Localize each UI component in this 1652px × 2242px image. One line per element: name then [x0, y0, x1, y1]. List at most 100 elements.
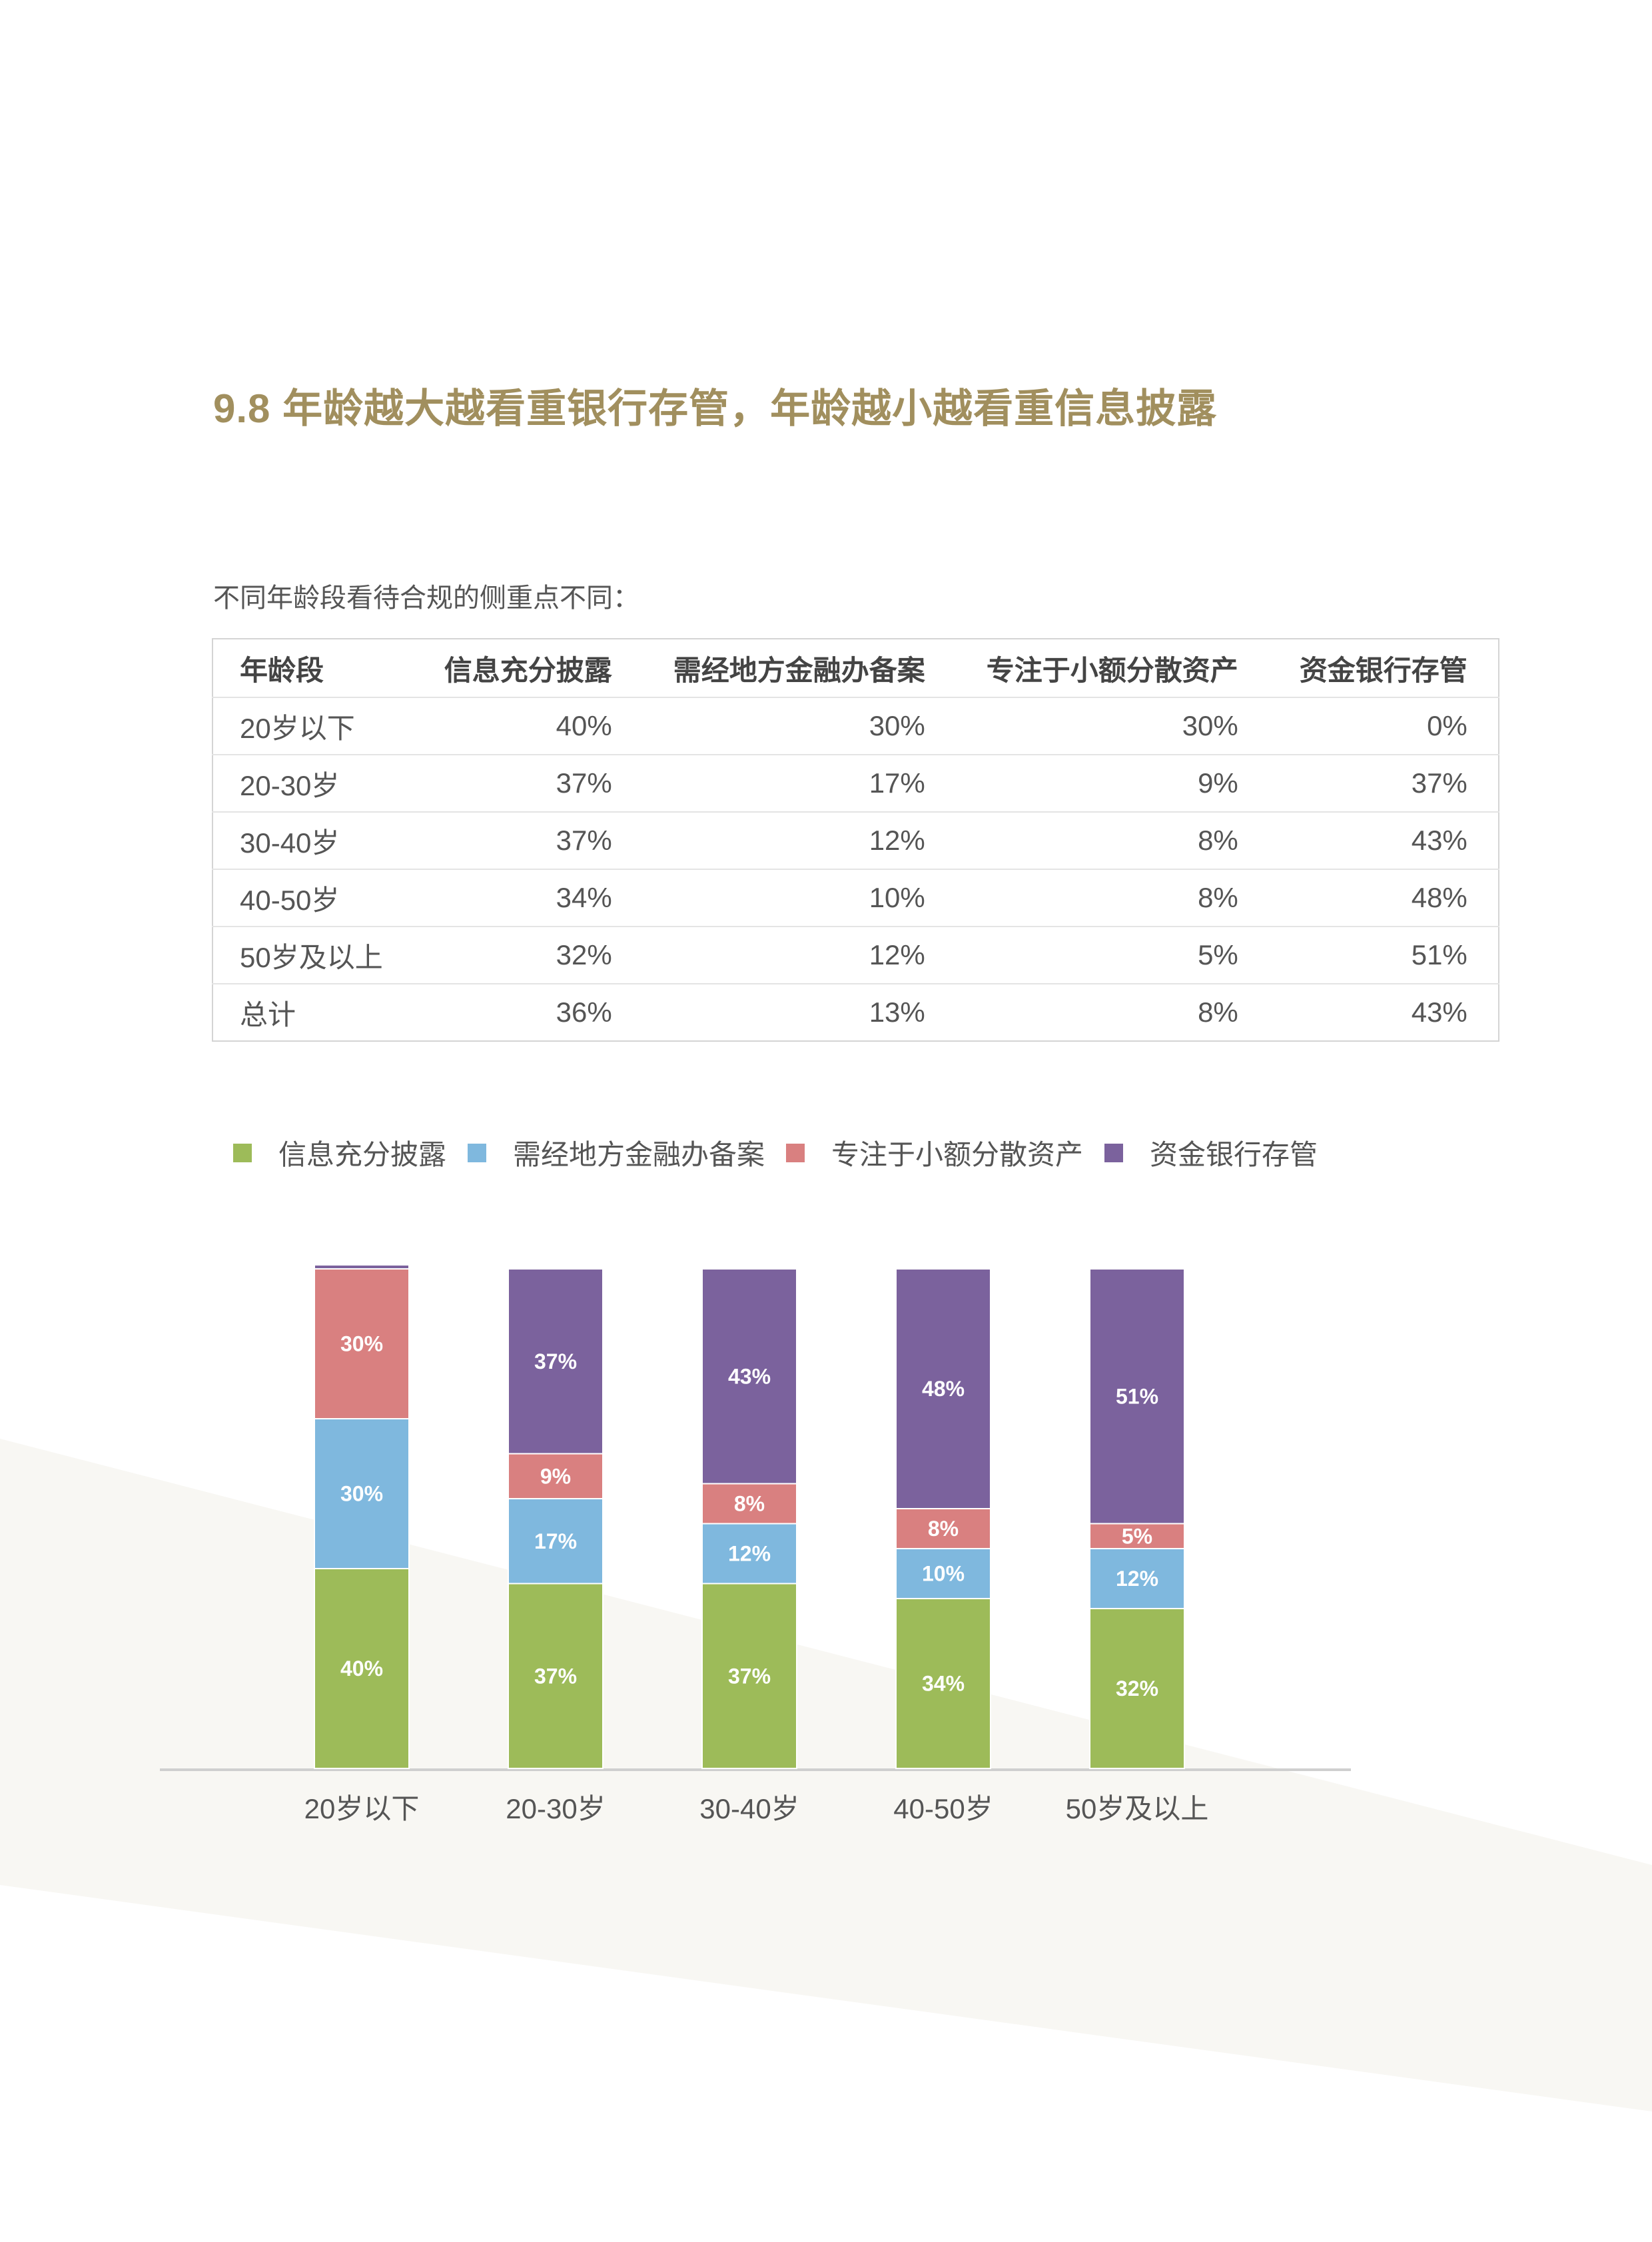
data-label: 34%	[922, 1672, 965, 1696]
legend-item: 专注于小额分散资产	[786, 1132, 1083, 1173]
table-caption: 不同年龄段看待合规的侧重点不同：	[213, 583, 639, 613]
table-row: 40-50岁 34% 10% 8% 48%	[212, 869, 1499, 927]
table-cell: 37%	[413, 812, 643, 870]
legend-item: 资金银行存管	[1104, 1132, 1318, 1173]
column-header: 年龄段	[212, 639, 414, 698]
table-cell: 51%	[1268, 927, 1499, 984]
data-table: 年龄段 信息充分披露 需经地方金融办备案 专注于小额分散资产 资金银行存管 20…	[212, 638, 1499, 1042]
table-header-row: 年龄段 信息充分披露 需经地方金融办备案 专注于小额分散资产 资金银行存管	[212, 639, 1499, 698]
x-tick-label: 30-40岁	[699, 1793, 799, 1824]
data-label: 10%	[922, 1562, 965, 1586]
bar-segment	[1089, 1523, 1185, 1549]
bar-segment	[895, 1548, 991, 1599]
bar-segment	[701, 1583, 797, 1769]
legend-label: 需经地方金融办备案	[513, 1139, 765, 1170]
legend-label: 专注于小额分散资产	[831, 1139, 1084, 1170]
table-row: 30-40岁 37% 12% 8% 43%	[212, 812, 1499, 870]
legend-swatch	[468, 1143, 487, 1162]
x-tick-label: 20-30岁	[506, 1793, 605, 1824]
data-label: 9%	[540, 1464, 571, 1488]
table-cell: 40%	[413, 697, 643, 755]
bar-segment	[314, 1268, 410, 1419]
data-label: 5%	[1122, 1524, 1152, 1548]
table-cell: 8%	[1198, 996, 1238, 1028]
table-row: 20-30岁 37% 17% 9% 37%	[212, 755, 1499, 813]
table-cell: 0%	[1268, 697, 1499, 755]
data-label: 32%	[1116, 1677, 1158, 1700]
bar-segment	[1089, 1268, 1185, 1525]
column-header: 专注于小额分散资产	[955, 639, 1269, 698]
table-cell: 37%	[413, 755, 643, 813]
data-label: 30%	[340, 1332, 383, 1356]
data-label: 37%	[534, 1664, 577, 1688]
data-label: 30%	[340, 1482, 383, 1506]
data-label: 12%	[1116, 1567, 1158, 1591]
x-tick-label: 50岁及以上	[1066, 1793, 1209, 1824]
data-label: 40%	[340, 1657, 383, 1681]
table-cell: 13%	[869, 996, 925, 1028]
table-cell: 36%	[556, 996, 612, 1028]
legend-swatch	[233, 1143, 252, 1162]
table-cell: 8%	[955, 812, 1269, 870]
legend-swatch	[786, 1143, 805, 1162]
bar-segment	[895, 1598, 991, 1769]
page-title: 9.8 年龄越大越看重银行存管，年龄越小越看重信息披露	[213, 386, 1218, 431]
bar-segment	[1089, 1608, 1185, 1769]
bar-segment	[314, 1264, 410, 1270]
table-cell: 12%	[642, 812, 956, 870]
stacked-bar-chart: 40% 30% 30% 20岁以下 37% 17% 9% 37% 20-30岁 37% 12% 8% 4…	[160, 1264, 1351, 1824]
table-cell: 5%	[955, 927, 1269, 984]
data-label: 8%	[734, 1492, 765, 1516]
legend-item: 需经地方金融办备案	[468, 1132, 765, 1173]
data-label: 48%	[922, 1377, 965, 1401]
table-cell: 40-50岁	[212, 869, 414, 927]
bar-segment	[1089, 1548, 1185, 1609]
bar-segment	[701, 1523, 797, 1585]
legend-item: 信息充分披露	[233, 1132, 446, 1173]
table-cell: 20-30岁	[212, 755, 414, 813]
table-row: 总计 36% 13% 8% 43%	[212, 984, 1499, 1041]
table-cell: 43%	[1411, 996, 1467, 1028]
bar-segment	[701, 1268, 797, 1485]
chart-legend: 信息充分披露 需经地方金融办备案 专注于小额分散资产 资金银行存管	[233, 1132, 1339, 1173]
table-row: 20岁以下 40% 30% 30% 0%	[212, 697, 1499, 755]
column-header: 信息充分披露	[413, 639, 643, 698]
table-cell: 34%	[413, 869, 643, 927]
table-cell: 37%	[1268, 755, 1499, 813]
table-cell: 8%	[955, 869, 1269, 927]
bar-segment	[895, 1268, 991, 1509]
table-cell: 10%	[642, 869, 956, 927]
table-row: 50岁及以上 32% 12% 5% 51%	[212, 927, 1499, 984]
bar-segment	[895, 1508, 991, 1549]
table-cell: 30-40岁	[212, 812, 414, 870]
x-tick-label: 40-50岁	[893, 1793, 993, 1824]
table-cell: 50岁及以上	[212, 927, 414, 984]
data-label: 17%	[534, 1529, 577, 1553]
table-cell: 48%	[1268, 869, 1499, 927]
data-label: 37%	[728, 1664, 771, 1688]
table-cell: 30%	[642, 697, 956, 755]
bar-segment	[508, 1583, 604, 1769]
column-header: 需经地方金融办备案	[642, 639, 956, 698]
column-header: 资金银行存管	[1268, 639, 1499, 698]
data-label: 12%	[728, 1542, 771, 1566]
data-label: 8%	[928, 1517, 959, 1541]
bar-segment	[508, 1268, 604, 1455]
table-cell: 43%	[1268, 812, 1499, 870]
data-label: 43%	[728, 1364, 771, 1388]
legend-label: 信息充分披露	[278, 1139, 447, 1170]
table-cell: 30%	[955, 697, 1269, 755]
table-cell: 总计	[240, 998, 296, 1030]
data-label: 51%	[1116, 1384, 1158, 1408]
data-label: 37%	[534, 1349, 577, 1373]
bar-segment	[508, 1498, 604, 1585]
table-cell: 12%	[642, 927, 956, 984]
bar-segment	[508, 1453, 604, 1499]
table-cell: 17%	[642, 755, 956, 813]
bar-segment	[314, 1568, 410, 1769]
x-tick-label: 20岁以下	[304, 1793, 420, 1824]
table-cell: 9%	[955, 755, 1269, 813]
legend-swatch	[1104, 1143, 1124, 1162]
table-cell: 32%	[413, 927, 643, 984]
